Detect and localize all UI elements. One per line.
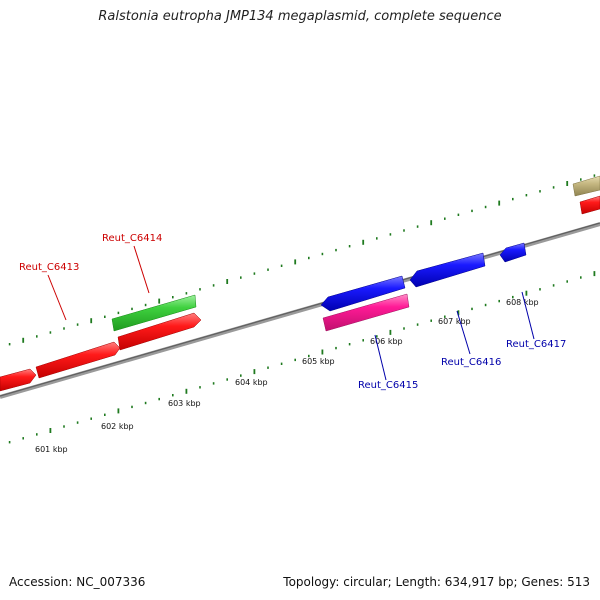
topology-summary: Topology: circular; Length: 634,917 bp; … [283, 575, 590, 589]
reverse-features [320, 242, 527, 332]
ruler-label-605: 605 kbp [302, 357, 335, 366]
ruler-label-607: 607 kbp [438, 317, 471, 326]
ruler-label-601: 601 kbp [35, 445, 68, 454]
reverse-ruler-ticks [8, 271, 596, 444]
gene-arrow-reut-c6415[interactable] [320, 275, 406, 312]
forward-ruler-ticks [8, 174, 596, 346]
gene-arrow-forward[interactable] [579, 195, 600, 215]
accession-text: Accession: NC_007336 [9, 575, 146, 589]
page-title: Ralstonia eutropha JMP134 megaplasmid, c… [98, 9, 502, 24]
gene-label-reut-c6416[interactable]: Reut_C6416 [441, 357, 501, 368]
gene-arrow-reut-c6417[interactable] [499, 242, 527, 263]
gene-arrow-reut-c6416[interactable] [409, 252, 486, 288]
gene-arrow-forward[interactable] [35, 341, 121, 379]
gene-arrow-reut-c6413[interactable] [117, 312, 202, 351]
gene-arrow-forward[interactable] [0, 368, 37, 392]
gene-label-reut-c6413[interactable]: Reut_C6413 [19, 262, 79, 273]
forward-features [0, 175, 600, 392]
gene-box-misc-feature[interactable] [572, 175, 600, 197]
ruler-label-608: 608 kbp [506, 298, 539, 307]
ruler-label-606: 606 kbp [370, 337, 403, 346]
ruler-label-603: 603 kbp [168, 399, 201, 408]
ruler-label-604: 604 kbp [235, 378, 268, 387]
label-leaders [47, 245, 535, 381]
ruler-label-602: 602 kbp [101, 422, 134, 431]
gene-label-reut-c6415[interactable]: Reut_C6415 [358, 380, 418, 391]
gene-box-reut-c6415[interactable] [322, 293, 410, 332]
gene-label-reut-c6417[interactable]: Reut_C6417 [506, 339, 566, 350]
gene-label-reut-c6414[interactable]: Reut_C6414 [102, 233, 162, 244]
backbone [0, 222, 600, 399]
gene-box-reut-c6414[interactable] [111, 294, 197, 332]
